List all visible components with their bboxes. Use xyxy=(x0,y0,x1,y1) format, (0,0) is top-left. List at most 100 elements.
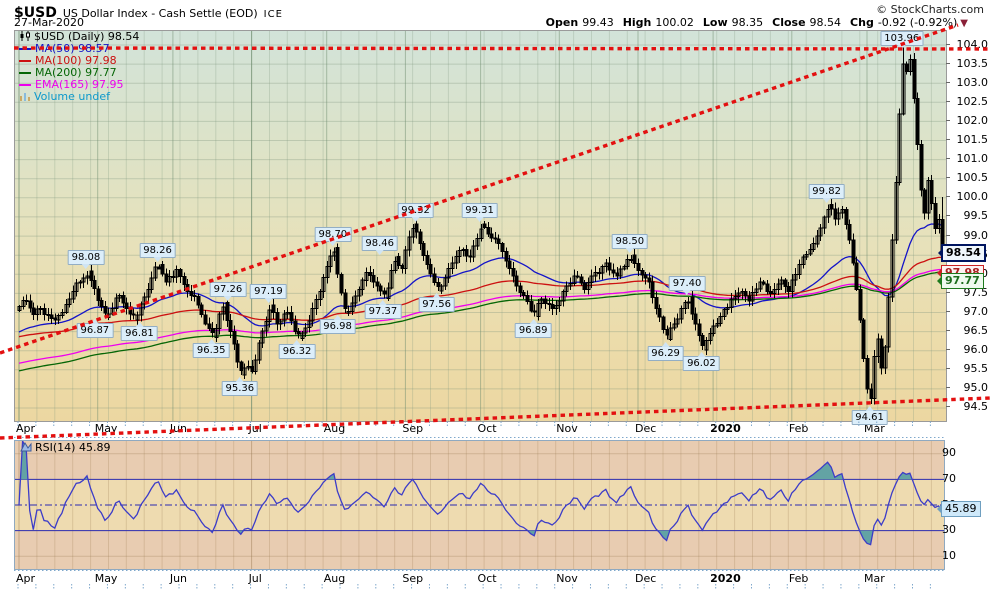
x-axis-month-label: Oct xyxy=(477,422,497,435)
x-axis-month-label: Aug xyxy=(323,422,346,435)
quote-value: 98.35 xyxy=(731,16,764,29)
swing-label: 96.98 xyxy=(319,315,356,335)
swing-label: 97.19 xyxy=(250,284,287,304)
ohlc-quote-line: Open 99.43 High 100.02 Low 98.35 Close 98.54 Chg… xyxy=(537,16,968,29)
instrument-title: US Dollar Index - Cash Settle (EOD) xyxy=(62,7,258,20)
y-axis-label: 95.0 xyxy=(963,381,989,395)
quote-value: 99.43 xyxy=(582,16,614,29)
y-axis-label: 96.5 xyxy=(963,324,989,338)
rsi-legend-value: 45.89 xyxy=(78,441,111,454)
y-axis-label: 96.0 xyxy=(963,343,989,357)
rsi-line xyxy=(18,441,943,546)
swing-label: 94.61 xyxy=(851,405,888,425)
swing-label: 98.46 xyxy=(361,235,399,255)
y-axis-label: 102.5 xyxy=(956,94,989,108)
x-axis-month-label: Nov xyxy=(556,422,578,435)
x-axis-month-label: Mar xyxy=(863,572,885,585)
swing-label: 99.31 xyxy=(461,203,498,223)
swing-label: 98.50 xyxy=(611,234,649,254)
y-axis-label: 100.0 xyxy=(956,190,989,204)
x-axis-month-label: Dec xyxy=(634,422,657,435)
rsi-panel xyxy=(14,440,945,570)
x-axis-month-label: Sep xyxy=(402,572,424,585)
last-price-callout: 98.54 xyxy=(938,243,986,262)
swing-label: 97.56 xyxy=(418,293,455,313)
x-axis-month-label: Jun xyxy=(169,572,188,585)
swing-label: 98.26 xyxy=(139,243,176,263)
line-swatch-icon xyxy=(19,48,31,50)
swing-label: 96.87 xyxy=(76,319,114,339)
legend-overlay-text: Volume undef xyxy=(34,90,110,103)
x-axis-month-label: Feb xyxy=(788,572,809,585)
x-axis-month-label: Jul xyxy=(248,422,262,435)
swing-label: 96.35 xyxy=(192,339,230,359)
exchange: ICE xyxy=(263,9,283,20)
swing-label: 95.36 xyxy=(221,377,259,397)
line-swatch-icon xyxy=(19,60,31,62)
y-axis-label: 103.5 xyxy=(956,56,989,70)
rsi-axis-label: 10 xyxy=(942,548,956,562)
swing-label: 97.40 xyxy=(668,276,706,296)
rsi-chart-svg xyxy=(15,441,944,569)
price-legend: $USD (Daily) 98.54 MA(50) 98.57 MA(100) 9… xyxy=(19,31,139,103)
swing-label: 98.70 xyxy=(314,226,352,246)
swing-label: 96.02 xyxy=(683,351,720,371)
change-down-arrow-icon: ▼ xyxy=(960,18,968,29)
rsi-axis-label: 30 xyxy=(942,523,956,537)
x-axis-month-label: Aug xyxy=(323,572,346,585)
x-axis-month-label: Jun xyxy=(169,422,188,435)
y-axis-tick xyxy=(946,387,950,389)
rsi-axis-label: 70 xyxy=(942,471,956,485)
chart-date: 27-Mar-2020 xyxy=(14,16,84,29)
symbol: $USD xyxy=(14,5,57,21)
rsi-axis-label: 90 xyxy=(942,446,956,460)
y-axis-label: 99.0 xyxy=(963,228,989,242)
swing-label: 96.81 xyxy=(121,321,158,341)
rsi-band-oversold xyxy=(15,530,944,569)
quote-label: Chg xyxy=(850,16,874,29)
swing-label: 97.26 xyxy=(209,281,247,301)
y-axis-label: 101.0 xyxy=(956,152,989,166)
line-swatch-icon xyxy=(19,72,31,74)
x-axis-month-label: Mar xyxy=(863,422,885,435)
swing-label: 97.37 xyxy=(364,300,402,320)
rsi-overbought-fill xyxy=(20,441,913,480)
swing-label: 96.89 xyxy=(514,318,552,338)
legend-row-volume: Volume undef xyxy=(19,91,139,103)
x-axis-month-label: 2020 xyxy=(710,572,741,585)
quote-value: -0.92 (-0.92%) xyxy=(877,16,958,29)
x-axis-month-label: Sep xyxy=(402,422,424,435)
x-axis-month-label: Apr xyxy=(16,572,36,585)
y-axis-label: 100.5 xyxy=(956,171,989,185)
x-axis-month-label: Dec xyxy=(634,572,657,585)
x-axis-month-label: 2020 xyxy=(710,422,741,435)
rsi-value-callout: 45.89 xyxy=(937,501,981,518)
quote-value: 100.02 xyxy=(655,16,694,29)
x-axis-month-label: May xyxy=(94,422,118,435)
y-axis-label: 97.5 xyxy=(963,285,989,299)
x-axis-month-label: Feb xyxy=(788,422,809,435)
y-axis-label: 103.0 xyxy=(956,75,989,89)
y-axis-label: 94.5 xyxy=(963,400,989,414)
line-swatch-icon xyxy=(19,84,31,86)
legend-main-value: 98.54 xyxy=(107,30,140,43)
rsi-legend: RSI(14) 45.89 xyxy=(20,441,111,454)
y-axis-label: 104.0 xyxy=(956,37,989,51)
quote-value: 98.54 xyxy=(809,16,842,29)
y-axis-label: 102.0 xyxy=(956,113,989,127)
y-axis-label: 101.5 xyxy=(956,133,989,147)
candlestick-icon xyxy=(19,31,31,41)
quote-label: Low xyxy=(702,16,728,29)
y-axis-label: 99.5 xyxy=(963,209,989,223)
x-axis-month-label: Jul xyxy=(248,572,262,585)
swing-label: 99.32 xyxy=(397,202,434,222)
x-axis-month-label: Oct xyxy=(477,572,497,585)
rsi-legend-label: RSI(14) xyxy=(35,441,76,454)
x-axis-month-label: May xyxy=(94,572,118,585)
swing-label: 103.96 xyxy=(880,31,924,50)
swing-label: 99.82 xyxy=(808,183,845,203)
x-axis-month-label: Apr xyxy=(16,422,36,435)
ma200-price-callout: 97.77 xyxy=(937,273,984,290)
swing-label: 96.29 xyxy=(647,341,684,361)
x-axis-month-label: Nov xyxy=(556,572,578,585)
